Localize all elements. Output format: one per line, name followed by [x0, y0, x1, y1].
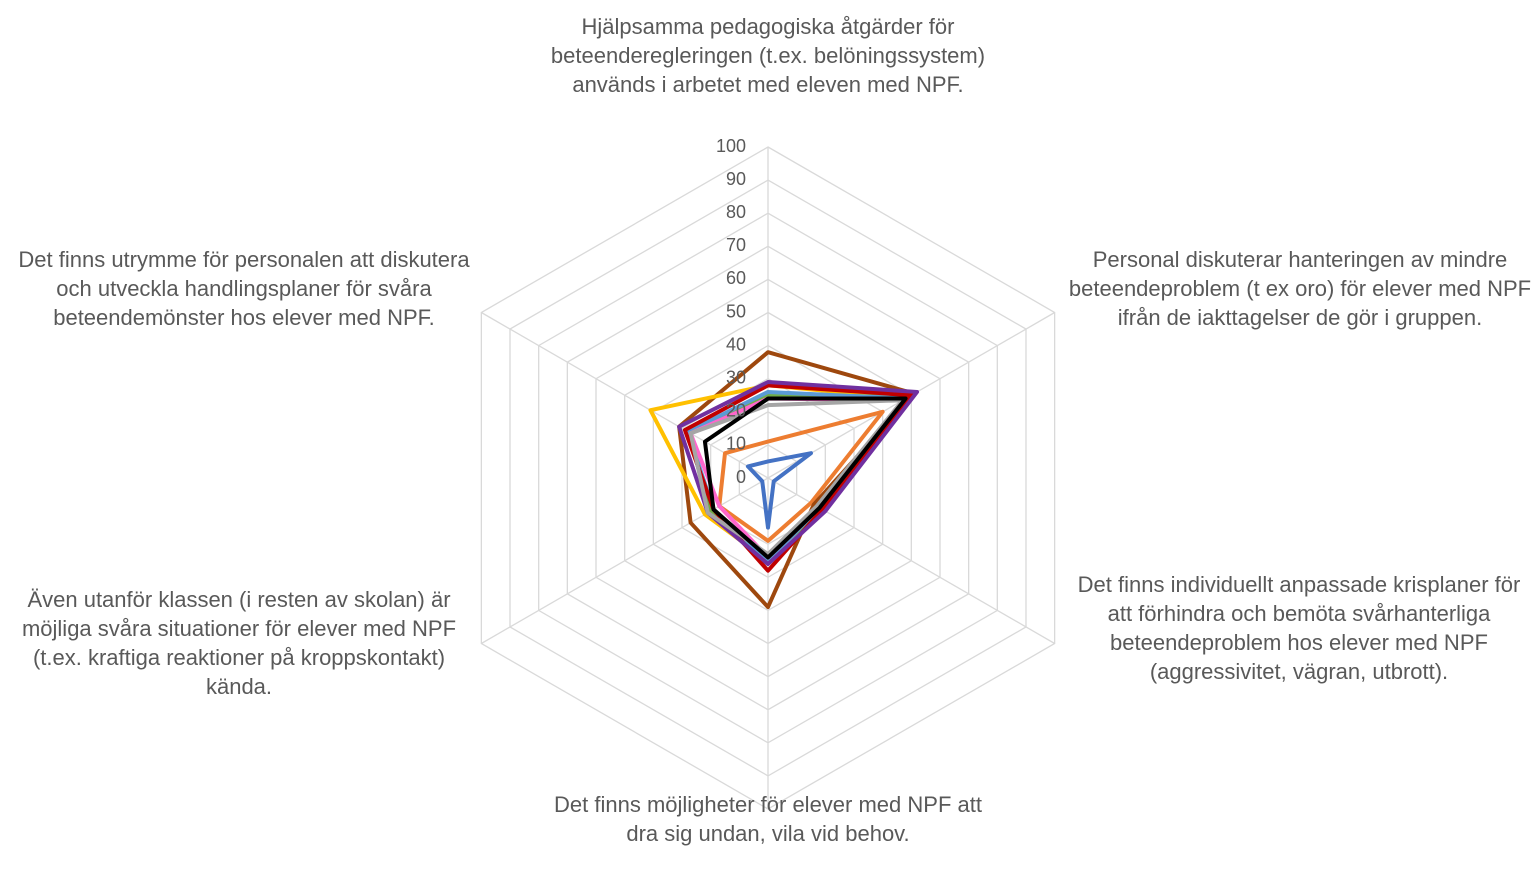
category-label: Det finns individuellt anpassade krispla…: [1077, 572, 1521, 684]
tick-label: 20: [726, 401, 746, 421]
series-line: [745, 451, 813, 530]
category-label: Hjälpsamma pedagogiska åtgärder för bete…: [550, 14, 986, 97]
tick-label: 80: [726, 202, 746, 222]
tick-label: 100: [716, 136, 746, 156]
series-line: [717, 409, 885, 543]
series-line: [682, 383, 914, 573]
series-line: [702, 396, 908, 560]
category-label: Även utanför klassen (i resten av skolan…: [21, 587, 457, 699]
tick-label: 90: [726, 169, 746, 189]
tick-label: 60: [726, 268, 746, 288]
tick-label: 30: [726, 367, 746, 387]
category-label: Det finns möjligheter för elever med NPF…: [554, 792, 982, 846]
tick-label: 40: [726, 334, 746, 354]
tick-label: 10: [726, 434, 746, 454]
tick-label: 70: [726, 235, 746, 255]
spoke: [481, 311, 769, 479]
tick-label: 50: [726, 301, 746, 321]
category-label: Det finns utrymme för personalen att dis…: [18, 247, 470, 330]
series-line: [677, 380, 920, 567]
tick-label: 0: [736, 467, 746, 487]
category-label: Personal diskuterar hanteringen av mindr…: [1068, 247, 1532, 330]
